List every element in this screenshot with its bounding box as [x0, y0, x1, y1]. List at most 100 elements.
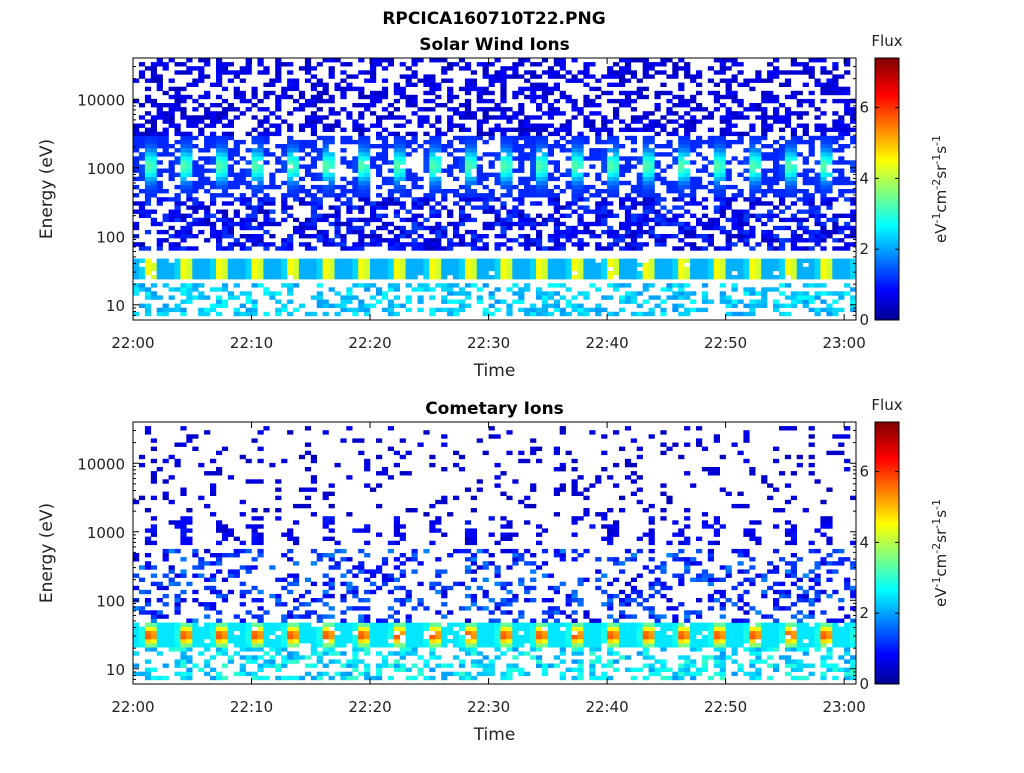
heatmap-cell — [287, 205, 293, 209]
heatmap-cell — [281, 619, 287, 623]
heatmap-cell — [269, 639, 275, 643]
heatmap-cell — [838, 275, 844, 279]
heatmap-cell — [655, 119, 661, 123]
heatmap-cell — [542, 193, 548, 197]
heatmap-cell — [489, 226, 495, 230]
heatmap-cell — [785, 259, 791, 263]
heatmap-cell — [791, 295, 797, 299]
heatmap-cell — [483, 74, 489, 78]
heatmap-cell — [518, 128, 524, 132]
heatmap-cell — [252, 655, 258, 659]
heatmap-cell — [335, 639, 341, 643]
heatmap-cell — [631, 234, 637, 238]
heatmap-cell — [726, 246, 732, 250]
heatmap-cell — [495, 156, 501, 160]
heatmap-cell — [145, 590, 151, 594]
heatmap-cell — [495, 300, 501, 304]
heatmap-cell — [607, 201, 613, 205]
heatmap-cell — [293, 193, 299, 197]
heatmap-cell — [548, 152, 554, 156]
heatmap-cell — [412, 140, 418, 144]
heatmap-cell — [726, 271, 732, 275]
heatmap-cell — [554, 111, 560, 115]
heatmap-cell — [506, 271, 512, 275]
heatmap-cell — [145, 263, 151, 267]
heatmap-cell — [690, 189, 696, 193]
heatmap-cell — [678, 115, 684, 119]
heatmap-cell — [388, 169, 394, 173]
heatmap-cell — [465, 62, 471, 66]
heatmap-cell — [346, 83, 352, 87]
heatmap-cell — [145, 140, 151, 144]
heatmap-cell — [186, 132, 192, 136]
heatmap-cell — [376, 214, 382, 218]
heatmap-cell — [702, 271, 708, 275]
heatmap-cell — [358, 197, 364, 201]
heatmap-cell — [352, 205, 358, 209]
heatmap-cell — [631, 275, 637, 279]
heatmap-cell — [435, 201, 441, 205]
heatmap-cell — [666, 267, 672, 271]
heatmap-cell — [743, 83, 749, 87]
heatmap-cell — [477, 173, 483, 177]
heatmap-cell — [429, 193, 435, 197]
heatmap-cell — [607, 210, 613, 214]
heatmap-cell — [453, 95, 459, 99]
heatmap-cell — [258, 119, 264, 123]
heatmap-cell — [572, 79, 578, 83]
heatmap-cell — [732, 74, 738, 78]
heatmap-cell — [732, 58, 738, 62]
heatmap-cell — [767, 267, 773, 271]
heatmap-cell — [655, 193, 661, 197]
heatmap-cell — [175, 132, 181, 136]
heatmap-cell — [186, 181, 192, 185]
heatmap-cell — [477, 124, 483, 128]
heatmap-cell — [465, 136, 471, 140]
heatmap-cell — [660, 91, 666, 95]
heatmap-cell — [560, 271, 566, 275]
heatmap-cell — [139, 205, 145, 209]
heatmap-cell — [151, 291, 157, 295]
heatmap-cell — [678, 312, 684, 316]
heatmap-cell — [352, 218, 358, 222]
heatmap-cell — [477, 99, 483, 103]
heatmap-cell — [252, 148, 258, 152]
heatmap-cell — [791, 218, 797, 222]
heatmap-cell — [163, 218, 169, 222]
heatmap-cell — [660, 115, 666, 119]
heatmap-cell — [649, 210, 655, 214]
heatmap-cell — [459, 304, 465, 308]
heatmap-cell — [222, 639, 228, 643]
heatmap-cell — [346, 160, 352, 164]
heatmap-cell — [186, 144, 192, 148]
heatmap-cell — [820, 136, 826, 140]
heatmap-cell — [726, 300, 732, 304]
heatmap-cell — [512, 214, 518, 218]
heatmap-cell — [666, 74, 672, 78]
heatmap-cell — [275, 128, 281, 132]
heatmap-cell — [186, 508, 192, 512]
heatmap-cell — [198, 128, 204, 132]
heatmap-cell — [512, 70, 518, 74]
heatmap-cell — [678, 173, 684, 177]
heatmap-cell — [500, 115, 506, 119]
heatmap-cell — [435, 242, 441, 246]
heatmap-cell — [643, 95, 649, 99]
heatmap-cell — [678, 275, 684, 279]
heatmap-cell — [163, 263, 169, 267]
heatmap-cell — [169, 160, 175, 164]
heatmap-cell — [767, 189, 773, 193]
heatmap-cell — [145, 189, 151, 193]
heatmap-cell — [293, 520, 299, 524]
heatmap-cell — [311, 267, 317, 271]
heatmap-cell — [601, 169, 607, 173]
heatmap-cell — [323, 136, 329, 140]
heatmap-cell — [228, 631, 234, 635]
heatmap-cell — [216, 520, 222, 524]
heatmap-cell — [583, 222, 589, 226]
heatmap-cell — [222, 283, 228, 287]
heatmap-cell — [281, 91, 287, 95]
heatmap-cell — [323, 614, 329, 618]
heatmap-cell — [619, 246, 625, 250]
heatmap-cell — [643, 189, 649, 193]
